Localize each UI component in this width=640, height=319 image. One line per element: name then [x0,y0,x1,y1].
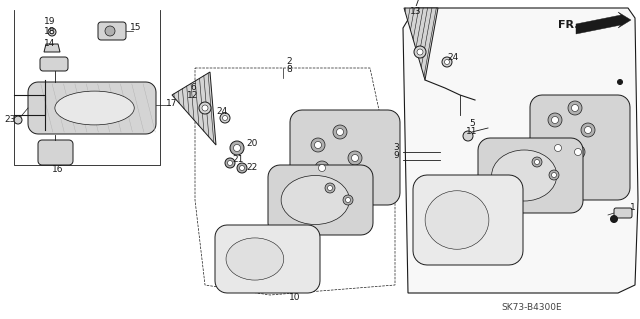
Circle shape [417,49,423,55]
Circle shape [584,127,591,133]
Circle shape [572,105,579,112]
Text: 4: 4 [292,286,298,294]
Circle shape [227,160,232,166]
Circle shape [571,145,585,159]
Circle shape [328,186,333,190]
Circle shape [611,216,618,222]
Polygon shape [215,225,320,293]
Text: 11: 11 [467,128,477,137]
Circle shape [239,166,244,170]
Text: 3: 3 [393,144,399,152]
Circle shape [234,145,241,152]
Circle shape [343,195,353,205]
Circle shape [223,115,227,121]
Text: 22: 22 [246,164,258,173]
Circle shape [325,183,335,193]
Polygon shape [38,140,73,165]
Circle shape [220,113,230,123]
Circle shape [552,173,557,177]
Circle shape [351,154,358,161]
Circle shape [581,123,595,137]
Text: 10: 10 [289,293,301,302]
Ellipse shape [55,91,134,125]
Circle shape [575,149,582,155]
Text: 21: 21 [232,155,244,165]
Circle shape [225,158,235,168]
Circle shape [548,113,562,127]
Text: 2: 2 [286,57,292,66]
Circle shape [534,160,540,165]
Circle shape [348,151,362,165]
Text: 15: 15 [131,23,141,32]
Text: 1: 1 [630,204,636,212]
Polygon shape [403,8,638,293]
Polygon shape [404,8,438,80]
Circle shape [48,28,56,36]
Ellipse shape [281,175,349,225]
Text: 12: 12 [188,92,198,100]
Text: SK73-B4300E: SK73-B4300E [502,303,563,313]
Polygon shape [576,12,631,34]
Text: 19: 19 [44,18,56,26]
Circle shape [532,157,542,167]
Polygon shape [40,57,68,71]
Text: 7: 7 [413,0,419,9]
Polygon shape [614,208,632,218]
Polygon shape [478,138,583,213]
Text: 20: 20 [246,138,258,147]
Circle shape [50,30,54,34]
Circle shape [463,131,473,141]
Ellipse shape [226,238,284,280]
Polygon shape [28,82,156,134]
Text: 18: 18 [44,27,56,36]
Text: 24: 24 [447,53,459,62]
Circle shape [319,165,326,172]
Circle shape [445,60,449,64]
Circle shape [551,141,565,155]
Polygon shape [44,44,60,52]
Circle shape [314,142,321,149]
Circle shape [568,101,582,115]
Text: FR.: FR. [557,20,579,30]
Polygon shape [268,165,373,235]
Polygon shape [413,175,523,265]
Circle shape [337,129,344,136]
Circle shape [618,79,623,85]
Circle shape [199,102,211,114]
Text: 13: 13 [410,8,422,17]
Circle shape [552,116,559,123]
Text: 6: 6 [190,84,196,93]
Circle shape [442,57,452,67]
Text: 9: 9 [393,152,399,160]
Circle shape [14,116,22,124]
Text: 8: 8 [286,65,292,75]
Polygon shape [98,22,126,40]
Circle shape [554,145,561,152]
Circle shape [230,141,244,155]
Circle shape [414,46,426,58]
Text: 14: 14 [44,40,56,48]
Text: 24: 24 [216,108,228,116]
Text: 16: 16 [52,166,64,174]
Circle shape [105,26,115,36]
Ellipse shape [492,150,557,201]
Circle shape [346,197,351,203]
Text: 5: 5 [469,120,475,129]
Text: 17: 17 [166,99,178,108]
Polygon shape [290,110,400,205]
Circle shape [549,170,559,180]
Circle shape [202,105,208,111]
Polygon shape [530,95,630,200]
Circle shape [315,161,329,175]
Circle shape [333,125,347,139]
Polygon shape [172,72,216,145]
Ellipse shape [425,191,489,249]
Circle shape [237,163,247,173]
Text: 23: 23 [4,115,16,124]
Circle shape [311,138,325,152]
